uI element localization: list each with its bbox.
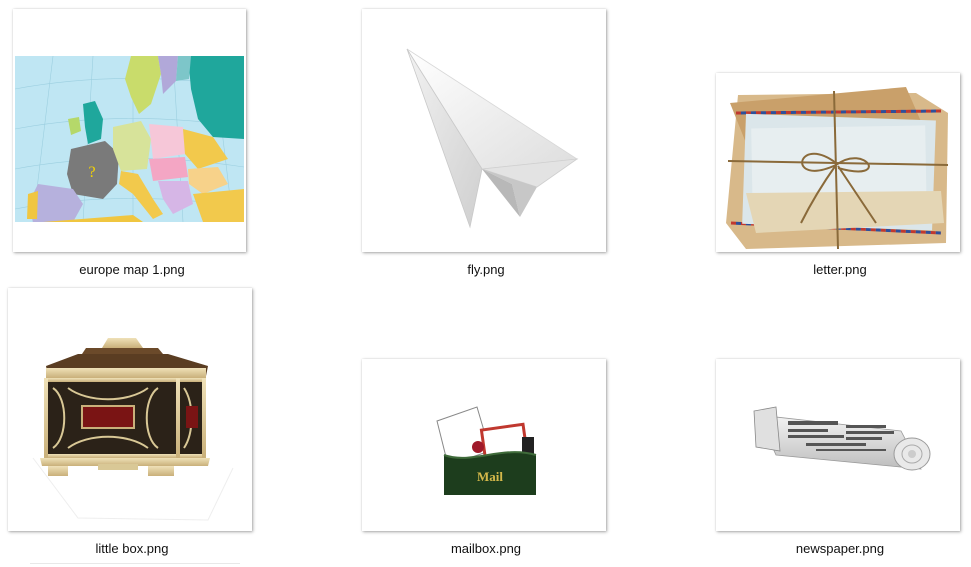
mailbox-text: Mail [477,469,503,484]
thumbnail-europe-map[interactable]: ? [13,9,246,252]
file-name[interactable]: letter.png [813,262,867,277]
file-name[interactable]: europe map 1.png [79,262,185,277]
rolled-newspaper-image [753,406,931,471]
letter-bundle-image [726,87,949,250]
europe-map-image: ? [14,55,245,223]
file-name[interactable]: mailbox.png [450,541,522,556]
thumbnail-little-box[interactable] [8,288,252,531]
bottom-divider [30,563,240,564]
file-name[interactable]: fly.png [467,262,505,277]
thumbnail-newspaper[interactable] [716,359,960,531]
paper-plane-image [406,48,579,229]
file-name[interactable]: little box.png [95,541,169,556]
thumbnail-letter[interactable] [716,73,960,252]
ornate-box-image [32,338,234,521]
mailbox-image: Mail [436,406,537,495]
map-question-mark: ? [88,164,95,181]
thumbnail-fly[interactable] [362,9,606,252]
file-name[interactable]: newspaper.png [795,541,885,556]
thumbnail-mailbox[interactable]: Mail [362,359,606,531]
